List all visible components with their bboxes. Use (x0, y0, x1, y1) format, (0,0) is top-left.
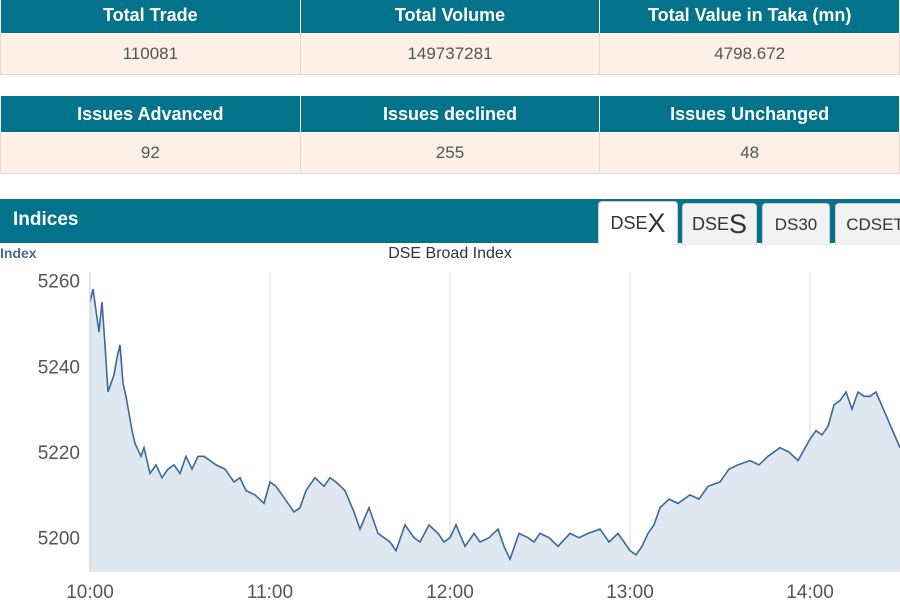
value-total-trade: 110081 (0, 33, 301, 75)
tab-dsex-suffix: X (647, 208, 666, 238)
tab-cdset-label: CDSET (846, 214, 900, 234)
header-total-value: Total Value in Taka (mn) (599, 0, 900, 34)
y-tick-label: 5260 (38, 272, 80, 293)
tab-dsex-prefix: DSE (610, 213, 648, 233)
tab-ds30[interactable]: DS30 (762, 203, 830, 245)
x-tick-label: 11:00 (247, 582, 293, 600)
x-tick-label: 12:00 (426, 582, 474, 600)
value-issues-declined: 255 (299, 132, 601, 174)
value-issues-advanced: 92 (0, 132, 301, 174)
tab-dsex[interactable]: DSE X (598, 201, 678, 245)
series-area (90, 289, 900, 572)
series-line (89, 288, 900, 562)
indices-title: Indices (13, 209, 79, 230)
trade-summary-table: Total Trade Total Volume Total Value in … (0, 0, 900, 75)
tab-dses[interactable]: DSE S (682, 203, 757, 245)
y-tick-label: 5200 (38, 529, 80, 550)
value-issues-unchanged: 48 (599, 132, 900, 174)
x-tick-label: 10:00 (66, 582, 114, 600)
header-issues-advanced: Issues Advanced (0, 95, 301, 133)
header-issues-unchanged: Issues Unchanged (599, 95, 900, 133)
chart-y-axis-label: Index (0, 245, 37, 261)
tab-ds30-label: DS30 (774, 214, 818, 234)
x-tick-label: 13:00 (606, 582, 654, 600)
tab-cdset[interactable]: CDSET (835, 203, 900, 245)
x-tick-label: 14:00 (786, 582, 834, 600)
y-tick-label: 5220 (38, 443, 80, 464)
header-issues-declined: Issues declined (299, 95, 601, 133)
tab-dses-prefix: DSE (691, 214, 729, 234)
header-total-volume: Total Volume (299, 0, 601, 34)
value-total-value: 4798.672 (599, 33, 900, 75)
index-chart: 10:00 11:00 12:00 13:00 14:00 5200 5220 5240 526… (38, 272, 900, 600)
value-total-volume: 149737281 (299, 33, 601, 75)
tab-dses-suffix: S (729, 209, 748, 239)
header-total-trade: Total Trade (0, 0, 301, 34)
issues-summary-table: Issues Advanced Issues declined Issues U… (0, 95, 900, 174)
y-tick-label: 5240 (38, 357, 80, 378)
chart-title: DSE Broad Index (388, 245, 512, 262)
